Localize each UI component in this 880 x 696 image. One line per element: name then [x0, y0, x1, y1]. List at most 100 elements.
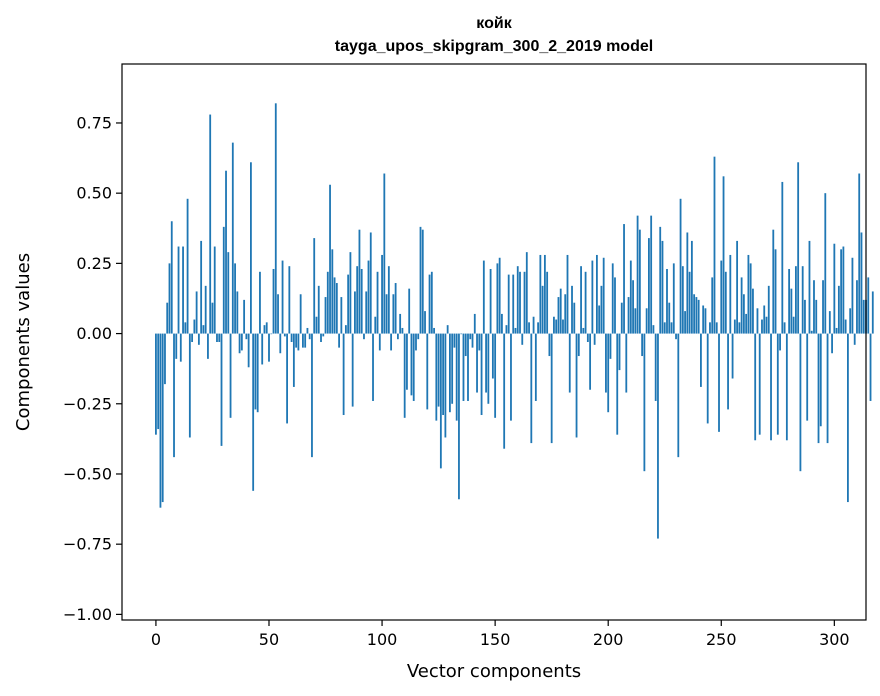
bar [641, 333, 644, 357]
bar [277, 294, 279, 334]
bar [408, 288, 411, 334]
bar [573, 302, 576, 334]
bar [702, 305, 705, 334]
bar [679, 198, 682, 334]
bar [742, 294, 745, 334]
bar [399, 313, 402, 334]
bar [566, 254, 569, 334]
bar [697, 299, 700, 334]
bar [410, 333, 413, 396]
bar [851, 257, 854, 334]
bar [602, 257, 605, 334]
bar [482, 260, 485, 334]
bar [161, 333, 164, 503]
bar [356, 266, 359, 334]
bar [781, 181, 784, 334]
bar [505, 325, 508, 334]
bar [589, 333, 592, 390]
bar [503, 333, 506, 449]
bar [372, 333, 374, 401]
bar [512, 274, 515, 334]
bar [722, 176, 725, 334]
bar [322, 333, 325, 337]
bar [713, 156, 716, 334]
bar [584, 271, 587, 334]
bar [279, 333, 282, 354]
bar [695, 297, 698, 334]
bar [478, 333, 481, 351]
bar [862, 299, 865, 334]
plot-frame [121, 63, 867, 621]
bar [333, 277, 336, 334]
bar [510, 333, 512, 421]
bar [672, 263, 675, 334]
bar [191, 333, 194, 342]
bar [794, 266, 797, 334]
bar [453, 333, 456, 348]
bar [591, 260, 594, 334]
bar [168, 263, 171, 334]
bar [747, 254, 750, 334]
bar [598, 305, 601, 334]
bar [634, 308, 637, 334]
bar [659, 226, 662, 334]
bar [853, 333, 856, 345]
bar [840, 249, 843, 334]
bar [516, 266, 519, 334]
bar [550, 333, 553, 444]
bar [648, 238, 650, 334]
bar [247, 333, 250, 368]
bar [186, 198, 189, 334]
bar [424, 311, 426, 334]
bar [562, 319, 564, 334]
bar [643, 333, 646, 472]
bar [344, 325, 347, 334]
bar [449, 333, 451, 413]
bar [200, 240, 203, 334]
bar [295, 333, 298, 348]
bar [421, 229, 424, 334]
bar [668, 302, 671, 334]
bar [600, 285, 603, 334]
bar [636, 215, 639, 334]
bar [458, 333, 460, 500]
bar [455, 333, 458, 421]
bar [202, 325, 205, 334]
bar [571, 285, 573, 334]
bar [575, 333, 578, 438]
bar [684, 311, 686, 334]
bar [738, 322, 741, 334]
bar [433, 327, 435, 334]
bar [514, 327, 517, 334]
x-axis-ticks: 0 50 100 150 200 250 300 [151, 620, 850, 649]
bar [175, 333, 178, 359]
y-axis-ticks: −1.00 −0.75 −0.50 −0.25 0.00 0.25 0.50 0.75 [63, 113, 122, 624]
bar [808, 240, 811, 334]
bar [844, 319, 847, 334]
bar [462, 333, 465, 401]
bar [489, 268, 492, 334]
bar [274, 103, 277, 334]
bar [317, 285, 320, 334]
bar [207, 333, 209, 359]
bar [467, 333, 469, 401]
bar [519, 271, 521, 334]
y-tick-label: 0.50 [76, 184, 112, 203]
bar [632, 280, 634, 334]
bar [831, 333, 833, 354]
bar [446, 325, 449, 334]
bar [263, 325, 266, 334]
bar [657, 333, 659, 539]
bar [292, 333, 295, 387]
bar [435, 333, 438, 421]
bar [654, 333, 657, 401]
bar [740, 277, 743, 334]
bar [720, 260, 723, 334]
bar [754, 333, 757, 441]
bar [822, 280, 824, 334]
bar [444, 333, 447, 438]
bar [616, 333, 619, 435]
bar [553, 316, 555, 334]
bar [365, 291, 368, 334]
